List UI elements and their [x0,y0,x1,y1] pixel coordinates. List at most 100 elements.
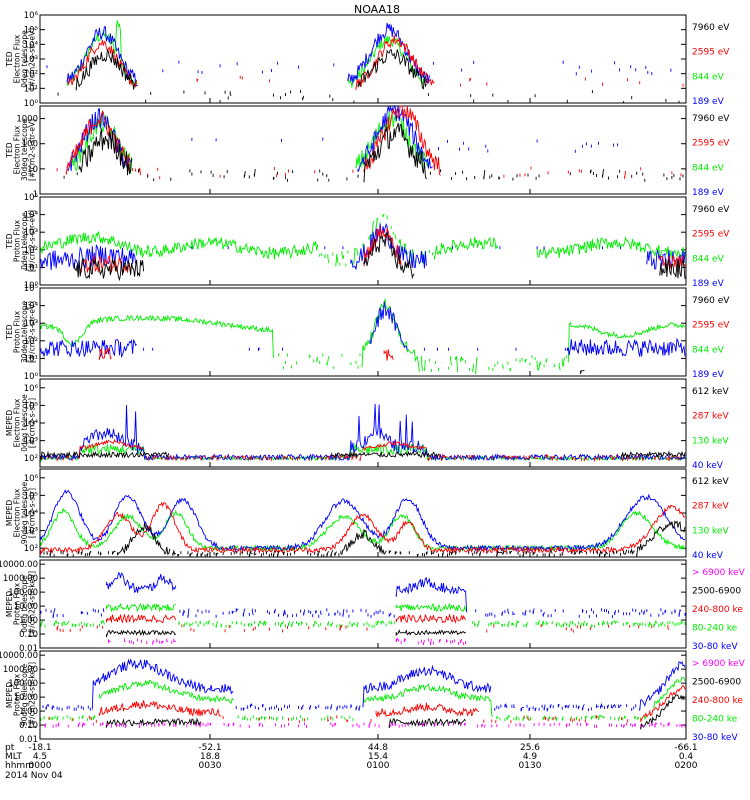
series-blue [66,105,619,173]
series-red [41,438,682,462]
y-tick-label: 10.00 [14,693,38,703]
y-tick-label: 10⁴ [24,40,39,50]
series-blue [40,223,686,271]
series-blue [46,22,672,87]
y-axis-label: TED [5,233,14,249]
x-tick-label-hhmm: 0200 [675,761,698,771]
panel-8: 0.01 0.10 1.00 10.00 100.00 1000.00 10000.00 ME… [0,650,746,745]
y-tick-label: 1000.00 [3,665,38,675]
y-axis-label: 0deg telescope [20,575,29,633]
y-tick-label: 10.00 [14,602,38,612]
y-axis-label: Electron Flux [13,34,22,83]
legend-entry: 80-240 ke [692,624,738,634]
series-black [57,48,680,103]
series-black [40,450,686,460]
y-tick-label: 1000.00 [3,574,38,584]
panel-frame [39,196,687,286]
legend-entry: 287 keV [692,412,729,422]
panel-frame [39,468,687,558]
x-tick-label-pt: -66.1 [674,743,697,753]
y-tick-label: 10 [27,165,38,175]
y-axis-label: MEPED [5,500,14,526]
series-red [67,35,684,91]
legend-entry: 240-800 ke [692,605,743,615]
y-tick-label: 10⁰ [24,372,39,382]
y-axis-label: 30deg telescope [20,300,29,363]
legend-entry: 7960 eV [692,296,730,306]
series-green [66,20,429,88]
legend-entry: 2500-6900 [692,587,741,597]
y-tick-label: 10³ [24,437,38,447]
y-tick-label: 10⁴ [24,302,39,312]
series-red [56,105,682,180]
y-tick-label: 10⁴ [24,419,39,429]
legend-entry: 2595 eV [692,139,730,149]
legend-entry: 2595 eV [692,48,730,58]
series-green [40,602,686,629]
legend-entry: > 6900 keV [692,659,746,669]
legend-entry: 612 keV [692,387,729,397]
y-axis-label: TED [5,142,14,158]
y-tick-label: 10³ [24,55,38,65]
chart-title: NOAA18 [354,3,400,16]
y-tick-label: 0.10 [19,721,38,731]
y-tick-label: 100.00 [8,679,38,689]
panel-7: 0.01 0.10 1.00 10.00 100.00 1000.00 10000.00 ME… [0,559,746,654]
y-axis-label: Electron Flux [13,398,22,447]
panel-frame [39,287,687,377]
series-red [56,613,670,633]
legend-entry: 189 eV [692,370,725,380]
y-axis-label: [#/cm2-s-str-eV] [28,210,37,272]
y-axis-label: 90deg telescope [20,663,29,726]
date-label: 2014 Nov 04 [5,771,63,781]
y-axis-label: [#/cm2-s-str-eV] [28,28,37,90]
series-black [73,232,686,282]
y-axis-label: Proton Flux [13,673,22,716]
y-axis-label: [#/cm2-s-str-eV] [28,119,37,181]
y-tick-label: 100 [22,140,38,150]
series-blue [40,489,686,553]
series-blue [42,658,686,712]
x-tick-label-pt: -52.1 [198,743,221,753]
y-tick-label: 10³ [24,527,38,537]
series-black [579,370,585,374]
legend-entry: 189 eV [692,279,725,289]
x-tick-label-mlt: 4.9 [523,752,538,762]
series-blue [40,301,686,358]
series-green [40,298,686,375]
y-tick-label: 10² [24,337,38,347]
y-axis-label: [#/cm2-s-str-eV] [28,301,37,363]
y-tick-label: 1.00 [19,616,38,626]
y-tick-label: 1000 [16,115,38,125]
y-axis-label: [#/cm2-s-str-keV] [28,571,37,637]
y-tick-label: 10³ [24,228,38,238]
y-tick-label: 10⁵ [24,401,38,411]
y-tick-label: 10000.00 [0,560,38,570]
y-tick-label: 0.01 [19,735,38,745]
x-axis-row-label: pt [5,743,15,753]
y-axis-label: TED [5,51,14,67]
x-axis-row-label: hhmm [5,761,34,771]
y-tick-label: 10⁰ [24,99,39,109]
x-tick-label-pt: 25.6 [520,743,540,753]
y-axis-label: MEPED [5,410,14,436]
y-tick-label: 10² [24,246,38,256]
legend-entry: 612 keV [692,477,729,487]
y-axis-label: Proton Flux [13,582,22,625]
panel-frame [39,559,687,649]
y-tick-label: 10⁴ [24,211,39,221]
legend-entry: 40 keV [692,461,724,471]
y-tick-label: 1 [33,190,38,200]
y-tick-label: 0.01 [19,644,38,654]
series-black [105,629,466,638]
y-axis-label: 30deg telescope [20,118,29,181]
legend-entry: 287 keV [692,502,729,512]
series-green [40,214,686,267]
